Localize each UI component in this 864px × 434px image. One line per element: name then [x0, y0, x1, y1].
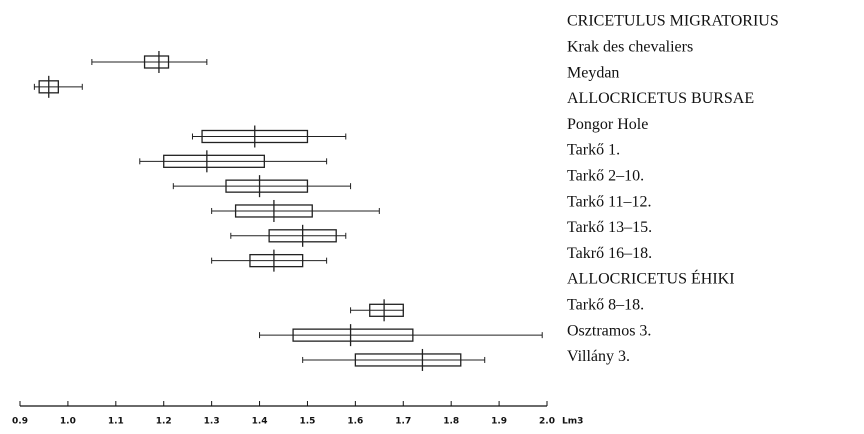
row-label: Takrő 16–18.	[567, 245, 652, 262]
x-tick-label: 1.5	[299, 417, 315, 427]
row-label: Osztramos 3.	[567, 322, 651, 339]
x-axis-label: Lm3	[562, 417, 583, 427]
row-label: Tarkő 8–18.	[567, 296, 644, 313]
row-label: Tarkő 2–10.	[567, 167, 644, 184]
x-tick-label: 1.1	[108, 417, 124, 427]
x-tick-label: 1.3	[204, 417, 220, 427]
x-tick-label: 1.4	[252, 417, 268, 427]
x-tick-label: 2.0	[539, 417, 555, 427]
x-tick-label: 1.2	[156, 417, 172, 427]
row-label: Meydan	[567, 64, 619, 81]
row-label: Tarkő 1.	[567, 142, 620, 159]
row-label: CRICETULUS MIGRATORIUS	[567, 13, 779, 30]
row-label: ALLOCRICETUS ÉHIKI	[567, 269, 735, 288]
x-tick-label: 1.7	[395, 417, 411, 427]
row-label: Tarkő 13–15.	[567, 219, 652, 236]
x-tick-label: 1.6	[347, 417, 363, 427]
x-tick-label: 1.8	[443, 417, 459, 427]
row-label: ALLOCRICETUS BURSAE	[567, 90, 754, 107]
x-tick-label: 1.9	[491, 417, 507, 427]
row-label: Tarkő 11–12.	[567, 193, 652, 210]
x-tick-label: 0.9	[12, 417, 28, 427]
row-label: Krak des chevaliers	[567, 38, 693, 55]
row-label: Villány 3.	[567, 348, 630, 365]
row-label: Pongor Hole	[567, 116, 648, 133]
x-tick-label: 1.0	[60, 417, 76, 427]
